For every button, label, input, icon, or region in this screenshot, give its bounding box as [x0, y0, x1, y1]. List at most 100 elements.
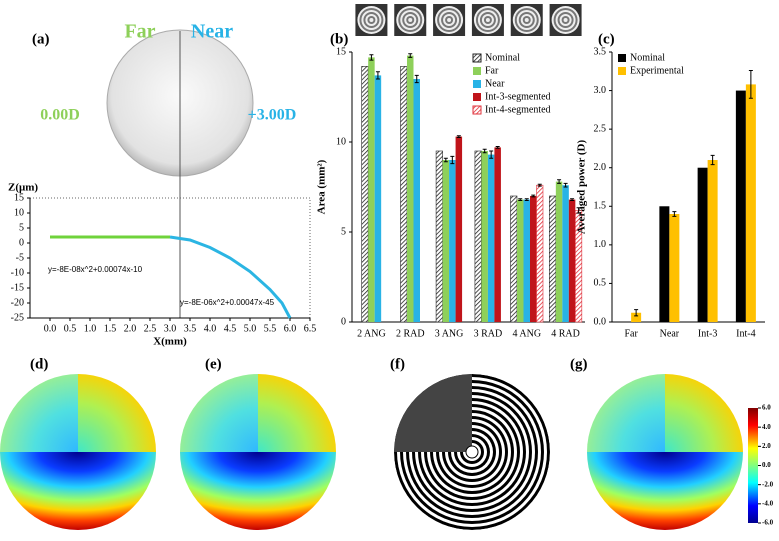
- error-bar: [524, 198, 529, 201]
- thumb-ring: [563, 18, 568, 22]
- legend-label: Int-4-segmented: [485, 104, 551, 115]
- bar: [435, 150, 443, 323]
- y-tick-label: -20: [11, 297, 24, 308]
- colorbar-label: 6.0: [762, 404, 771, 412]
- legend-swatch: [472, 53, 482, 63]
- x-tick-label: 2.0: [124, 323, 137, 334]
- x-tick-label: 1.5: [104, 323, 117, 334]
- bar: [487, 154, 495, 322]
- lens-photo: [106, 29, 254, 318]
- x-axis-label: X(mm): [153, 336, 187, 348]
- y-tick-label: 2.0: [594, 162, 607, 173]
- x-tick-label: 3 RAD: [474, 328, 503, 339]
- legend-swatch: [473, 93, 481, 101]
- thumb-ring: [447, 18, 452, 22]
- annotation: y=-8E-06x^2+0.00047x-45: [180, 298, 275, 307]
- surface-map: [587, 374, 743, 530]
- error-bar: [557, 179, 562, 184]
- bar: [568, 199, 576, 322]
- y-tick-label: 5: [341, 226, 346, 237]
- legend-label: Nominal: [485, 52, 520, 63]
- error-bar: [531, 194, 536, 198]
- y-tick-label: 15: [336, 46, 346, 57]
- y-tick-label: 1.0: [594, 239, 607, 250]
- bar: [517, 199, 524, 322]
- error-bar: [672, 211, 677, 217]
- annotation: y=-8E-08x^2+0.00074x-10: [48, 265, 143, 274]
- colorbar-label: 0.0: [762, 461, 771, 469]
- bar: [481, 151, 488, 322]
- bar: [745, 84, 756, 323]
- legend-label: Int-3-segmented: [485, 91, 551, 102]
- error-bar: [495, 146, 500, 149]
- x-tick-label: 2 RAD: [396, 328, 425, 339]
- x-tick-label: 1.0: [84, 323, 97, 334]
- thumbnail: [355, 4, 388, 36]
- legend-label: Far: [485, 65, 499, 76]
- x-tick-label: 4.0: [204, 323, 217, 334]
- bar: [659, 206, 670, 322]
- label-near-power: +3.00D: [248, 107, 297, 124]
- bar: [555, 181, 563, 322]
- colorbar-label: 2.0: [762, 442, 771, 450]
- colorbar-label: 4.0: [762, 423, 771, 431]
- panel-label: (g): [570, 356, 588, 372]
- bar: [455, 136, 463, 322]
- y-tick-label: -15: [11, 282, 24, 293]
- legend-label: Near: [485, 78, 505, 89]
- panel-label: (c): [598, 31, 615, 47]
- panel-label: (a): [32, 31, 50, 47]
- panel-label: (b): [330, 31, 348, 47]
- thumbnail: [549, 4, 582, 36]
- x-tick-label: 3.0: [164, 323, 177, 334]
- legend-label: Nominal: [630, 52, 665, 63]
- thumbnail: [471, 4, 504, 36]
- colorbar: [748, 408, 758, 523]
- y-axis-label: Z(μm): [8, 182, 38, 194]
- thumbnail: [510, 4, 543, 36]
- error-bar: [450, 155, 455, 165]
- x-tick-label: 5.5: [264, 323, 277, 334]
- bar: [361, 66, 369, 323]
- x-tick-label: 3 ANG: [435, 328, 464, 339]
- error-bar: [537, 183, 542, 187]
- y-tick-label: 0: [341, 316, 346, 327]
- error-bar: [570, 198, 575, 201]
- bar: [707, 160, 718, 322]
- error-bar: [489, 150, 494, 159]
- quad-bottom: [0, 452, 156, 530]
- y-tick-label: -5: [16, 252, 24, 263]
- panel-label: (d): [30, 356, 48, 372]
- bar: [549, 195, 557, 323]
- error-bar: [414, 74, 419, 84]
- x-tick-label: 4.5: [224, 323, 237, 334]
- x-tick-label: 2 ANG: [357, 328, 386, 339]
- bar: [735, 90, 746, 322]
- bar: [368, 57, 375, 323]
- x-tick-label: 4 RAD: [551, 328, 580, 339]
- quad-bottom: [587, 452, 743, 530]
- bar: [536, 184, 544, 323]
- error-bar: [456, 135, 461, 138]
- legend-swatch: [618, 67, 626, 75]
- colorbar-label: -4.0: [762, 499, 774, 507]
- label-far: Far: [124, 21, 155, 43]
- panel-label: (e): [205, 356, 222, 372]
- x-tick-label: 5.0: [244, 323, 257, 334]
- error-bar: [634, 309, 639, 317]
- bar: [669, 214, 680, 322]
- bw-center: [465, 445, 479, 459]
- quad-top-left: [587, 374, 665, 452]
- bar: [400, 66, 408, 323]
- quad-top-left: [0, 374, 78, 452]
- thumb-ring: [408, 18, 413, 22]
- y-axis-label: Area (mm²): [316, 159, 328, 214]
- x-tick-label: 6.5: [304, 323, 317, 334]
- data-line: [169, 235, 292, 319]
- y-tick-label: 0: [19, 237, 24, 248]
- bar: [407, 55, 414, 322]
- x-tick-label: 4 ANG: [512, 328, 541, 339]
- y-tick-label: 15: [14, 192, 24, 203]
- y-tick-label: 0.5: [594, 278, 607, 289]
